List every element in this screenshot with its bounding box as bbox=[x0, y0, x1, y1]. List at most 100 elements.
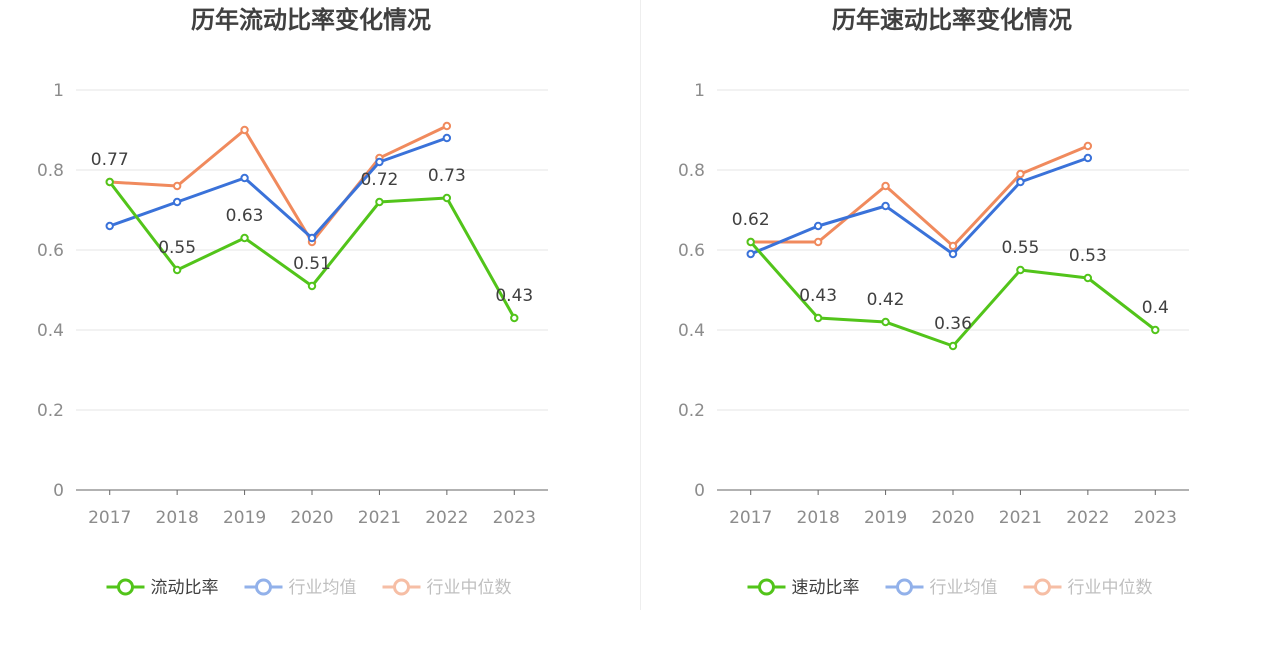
data-point-avg bbox=[172, 197, 182, 207]
y-tick-label: 0 bbox=[694, 481, 705, 501]
legend-circle-icon bbox=[393, 578, 410, 596]
data-point-primary bbox=[1083, 273, 1093, 283]
y-tick-label: 0.6 bbox=[678, 241, 705, 261]
data-point-avg bbox=[881, 201, 890, 211]
data-label: 0.43 bbox=[799, 286, 837, 306]
legend-label: 行业中位数 bbox=[1068, 578, 1153, 598]
legend-item-median[interactable]: 行业中位数 bbox=[1023, 578, 1153, 598]
data-point-median bbox=[1016, 169, 1025, 179]
data-point-primary bbox=[813, 313, 823, 323]
data-point-primary bbox=[105, 177, 114, 187]
x-tick-label: 2023 bbox=[493, 508, 536, 528]
y-tick-label: 1 bbox=[53, 81, 64, 101]
x-tick-label: 2021 bbox=[999, 508, 1042, 528]
legend-item-primary[interactable]: 速动比率 bbox=[747, 578, 860, 598]
y-tick-label: 0.6 bbox=[37, 241, 64, 261]
panel-divider bbox=[640, 0, 641, 610]
data-label: 0.53 bbox=[1069, 246, 1107, 266]
y-tick-label: 0.4 bbox=[37, 321, 64, 341]
data-point-avg bbox=[240, 173, 249, 183]
x-tick-label: 2019 bbox=[223, 508, 266, 528]
data-label: 0.73 bbox=[428, 166, 466, 186]
data-label: 0.42 bbox=[867, 290, 905, 310]
data-label: 0.43 bbox=[495, 286, 533, 306]
data-point-primary bbox=[746, 237, 755, 247]
series-line-median bbox=[750, 144, 1089, 248]
y-tick-label: 1 bbox=[694, 81, 705, 101]
data-point-avg bbox=[1016, 177, 1025, 187]
current-ratio-chart: 历年流动比率变化情况 0 0.2 0.4 0.6 0.8 1 2017 2018 2019 2020… bbox=[37, 6, 548, 598]
legend-label: 行业均值 bbox=[289, 578, 357, 598]
data-point-avg bbox=[442, 133, 452, 143]
data-label: 0.36 bbox=[934, 314, 972, 334]
data-point-avg bbox=[307, 233, 317, 243]
legend-label: 行业均值 bbox=[930, 578, 998, 598]
series-line-median bbox=[109, 124, 448, 244]
data-point-median bbox=[442, 121, 452, 131]
legend-circle-icon bbox=[1034, 578, 1051, 596]
data-point-primary bbox=[510, 313, 519, 323]
data-point-primary bbox=[240, 233, 249, 243]
data-point-avg bbox=[105, 221, 114, 231]
y-tick-label: 0.2 bbox=[37, 401, 64, 421]
data-point-median bbox=[813, 237, 823, 247]
x-tick-label: 2021 bbox=[358, 508, 401, 528]
data-label: 0.72 bbox=[360, 170, 398, 190]
data-point-avg bbox=[375, 157, 384, 167]
legend-circle-icon bbox=[255, 578, 272, 596]
data-label: 0.77 bbox=[91, 150, 129, 170]
y-tick-label: 0.2 bbox=[678, 401, 705, 421]
series-line-avg bbox=[750, 156, 1089, 256]
data-point-median bbox=[240, 125, 249, 135]
data-label: 0.55 bbox=[1001, 238, 1039, 258]
data-label: 0.55 bbox=[158, 238, 196, 258]
data-point-avg bbox=[1083, 153, 1093, 163]
legend-item-primary[interactable]: 流动比率 bbox=[106, 578, 219, 598]
y-tick-label: 0 bbox=[53, 481, 64, 501]
x-tick-label: 2022 bbox=[1066, 508, 1109, 528]
legend-item-avg[interactable]: 行业均值 bbox=[244, 578, 357, 598]
quick-ratio-chart-panel: 历年速动比率变化情况 0 0.2 0.4 0.6 0.8 1 2017 2018 2019 2020… bbox=[641, 0, 1275, 655]
x-tick-label: 2018 bbox=[797, 508, 840, 528]
data-point-primary bbox=[442, 193, 452, 203]
current-ratio-chart-panel: 历年流动比率变化情况 0 0.2 0.4 0.6 0.8 1 2017 2018 2019 2020… bbox=[0, 0, 637, 655]
data-label: 0.51 bbox=[293, 254, 331, 274]
x-tick-label: 2018 bbox=[156, 508, 199, 528]
x-tick-label: 2023 bbox=[1134, 508, 1177, 528]
x-tick-label: 2017 bbox=[88, 508, 131, 528]
legend-item-median[interactable]: 行业中位数 bbox=[382, 578, 512, 598]
data-point-median bbox=[881, 181, 890, 191]
legend: 速动比率 行业均值 行业中位数 bbox=[747, 578, 1153, 598]
chart-title: 历年速动比率变化情况 bbox=[832, 6, 1072, 34]
data-point-primary bbox=[881, 317, 890, 327]
y-tick-label: 0.8 bbox=[37, 161, 64, 181]
legend-label: 速动比率 bbox=[792, 578, 860, 598]
legend-label: 流动比率 bbox=[151, 578, 219, 598]
data-label: 0.63 bbox=[226, 206, 264, 226]
data-label: 0.62 bbox=[732, 210, 770, 230]
legend-item-avg[interactable]: 行业均值 bbox=[885, 578, 998, 598]
data-label: 0.4 bbox=[1142, 298, 1169, 318]
legend-circle-icon bbox=[896, 578, 913, 596]
legend-circle-icon bbox=[117, 578, 134, 596]
x-tick-label: 2017 bbox=[729, 508, 772, 528]
legend: 流动比率 行业均值 行业中位数 bbox=[106, 578, 512, 598]
data-point-median bbox=[1083, 141, 1093, 151]
data-point-primary bbox=[172, 265, 182, 275]
data-point-primary bbox=[1151, 325, 1160, 335]
x-tick-label: 2022 bbox=[425, 508, 468, 528]
data-point-primary bbox=[375, 197, 384, 207]
data-point-primary bbox=[307, 281, 317, 291]
data-point-median bbox=[948, 241, 958, 251]
data-point-avg bbox=[813, 221, 823, 231]
legend-circle-icon bbox=[758, 578, 775, 596]
x-tick-label: 2019 bbox=[864, 508, 907, 528]
series-line-avg bbox=[109, 136, 448, 240]
data-point-primary bbox=[948, 341, 958, 351]
data-point-avg bbox=[746, 249, 755, 259]
y-tick-label: 0.4 bbox=[678, 321, 705, 341]
quick-ratio-chart: 历年速动比率变化情况 0 0.2 0.4 0.6 0.8 1 2017 2018 2019 2020… bbox=[678, 6, 1189, 598]
data-point-primary bbox=[1016, 265, 1025, 275]
legend-label: 行业中位数 bbox=[427, 578, 512, 598]
x-tick-label: 2020 bbox=[931, 508, 974, 528]
